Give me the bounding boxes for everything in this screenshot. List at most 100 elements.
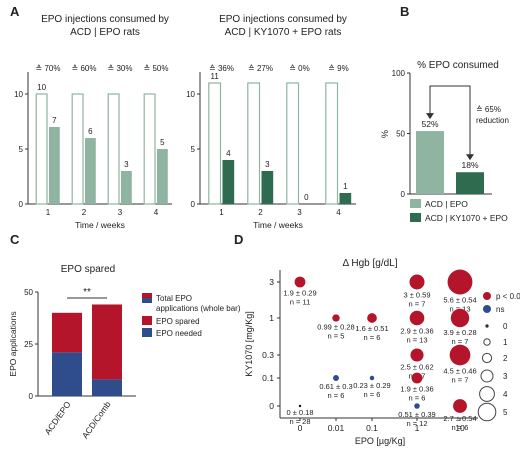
panel-d-point <box>411 372 423 384</box>
panel-d-point <box>332 314 340 322</box>
panel-a1-x-tick-label: 1 <box>46 208 51 217</box>
panel-d-point-value: 0.51 ± 0.39 <box>398 410 435 419</box>
panel-d-y-tick-label: 1 <box>269 313 274 323</box>
panel-a1-bar-consumed <box>49 127 60 204</box>
panel-d-point-value: 4.5 ± 0.46 <box>443 366 476 375</box>
panel-b-bar <box>456 172 484 194</box>
panel-d-point <box>333 375 339 381</box>
panel-c-bar-spared <box>92 304 122 380</box>
panel-b-annotation: ≙ 65% <box>476 105 501 114</box>
panel-b-arrowhead <box>426 113 434 120</box>
panel-d-point-value: 2.5 ± 0.62 <box>400 363 433 372</box>
panel-c-y-tick-label: 50 <box>24 288 33 297</box>
panel-a2-bar-offered-label: 11 <box>210 72 219 81</box>
panel-b-legend-label: ACD | EPO <box>425 199 468 209</box>
panel-a2-title: ACD | KY1070 + EPO rats <box>225 27 342 38</box>
panel-a1-bar-offered <box>107 93 120 205</box>
panel-b-bar-label: 18% <box>461 160 478 170</box>
panel-a1-title: EPO injections consumed by <box>41 14 169 25</box>
panel-d-legend-sig-label: p < 0.05 <box>496 292 520 301</box>
panel-d-point-n: n = 6 <box>364 333 381 342</box>
panel-d-point-value: 3.9 ± 0.28 <box>443 328 476 337</box>
panel-c-legend-label: EPO spared <box>156 317 200 326</box>
panel-a2-bar-offered <box>325 82 339 205</box>
panel-d-legend-ns-swatch <box>483 305 491 313</box>
panel-d-point <box>369 375 375 381</box>
panel-d-point-value: 0 ± 0.18 <box>286 408 313 417</box>
panel-a1-y-tick-label: 0 <box>19 200 24 209</box>
panel-d-point-value: 1.9 ± 0.36 <box>400 384 433 393</box>
panel-a1-annotation: ≙ 70% <box>36 64 61 73</box>
panel-b-y-label: % <box>380 130 390 138</box>
panel-d-point <box>409 310 425 326</box>
panel-c-legend-label: EPO needed <box>156 329 202 338</box>
panel-b-arrowhead <box>466 154 474 161</box>
panel-a1-bar-consumed-label: 7 <box>52 116 57 125</box>
panel-a1-bar-consumed <box>121 171 132 204</box>
panel-a2-x-tick-label: 4 <box>336 208 341 217</box>
panel-d-point-n: n = 7 <box>452 375 469 384</box>
panel-d-x-tick-label: 0 <box>298 423 303 433</box>
panel-b-legend-swatch <box>410 199 421 208</box>
panel-d-y-label: KY1070 [mg/Kg] <box>244 311 254 377</box>
panel-a2-bar-consumed <box>339 193 352 204</box>
panel-d-point-n: n = 6 <box>364 390 381 399</box>
panel-b-bar <box>416 131 444 194</box>
panel-c-y-tick-label: 25 <box>24 340 33 349</box>
panel-a1-bar-offered <box>71 93 84 205</box>
panel-d-point-value: 3 ± 0.59 <box>403 291 430 300</box>
panel-d-legend-size-swatch <box>480 369 494 383</box>
panel-a2-bar-consumed-label: 1 <box>343 182 348 191</box>
panel-d-y-tick-label: 0.3 <box>262 350 274 360</box>
panel-d-x-tick-label: 10 <box>455 423 465 433</box>
panel-label-d: D <box>234 232 243 247</box>
panel-c-bar-needed <box>92 379 122 396</box>
panel-a1-title: ACD | EPO rats <box>70 27 140 38</box>
panel-d-x-tick-label: 0.01 <box>328 423 345 433</box>
panel-a2-x-tick-label: 2 <box>258 208 263 217</box>
panel-d-legend-size-label: 2 <box>503 354 508 363</box>
panel-d-point-n: n = 7 <box>409 300 426 309</box>
panel-d-point <box>447 269 473 295</box>
panel-a2-y-tick-label: 5 <box>191 145 196 154</box>
panel-d-point <box>410 348 424 362</box>
panel-d-legend-size-label: 1 <box>503 338 508 347</box>
panel-c-legend-label: Total EPO <box>156 294 192 303</box>
panel-label-a: A <box>10 4 20 19</box>
panel-a2-bar-consumed-label: 0 <box>304 193 309 202</box>
panel-d-point <box>298 404 302 408</box>
panel-a1-x-tick-label: 3 <box>118 208 123 217</box>
panel-label-c: C <box>10 232 20 247</box>
panel-a1-bar-consumed-label: 5 <box>160 138 165 147</box>
panel-a2-annotation: ≙ 36% <box>209 64 234 73</box>
panel-d-point-value: 2.9 ± 0.36 <box>400 326 433 335</box>
panel-a2-title: EPO injections consumed by <box>219 14 347 25</box>
panel-d-point-value: 5.6 ± 0.54 <box>443 295 476 304</box>
panel-a2-bar-consumed <box>222 160 235 204</box>
panel-c-bar-spared <box>52 312 82 353</box>
panel-a2-annotation: ≙ 0% <box>289 64 310 73</box>
panel-a2-x-tick-label: 3 <box>297 208 302 217</box>
panel-d-legend-size-label: 3 <box>503 372 508 381</box>
panel-d-point-n: n = 6 <box>409 393 426 402</box>
panel-c-x-tick-label: ACD/EPO <box>42 399 72 436</box>
panel-a1-y-tick-label: 5 <box>19 145 24 154</box>
panel-a2-annotation: ≙ 9% <box>328 64 349 73</box>
panel-d-point <box>367 313 377 323</box>
panel-d-x-label: EPO [µg/Kg] <box>355 436 405 446</box>
panel-b-y-tick-label: 100 <box>392 69 406 78</box>
panel-label-b: B <box>400 4 409 19</box>
panel-a1-bar-offered <box>143 93 156 205</box>
panel-d-point <box>414 403 420 409</box>
panel-d-point <box>450 308 470 328</box>
panel-d-x-tick-label: 0.1 <box>366 423 378 433</box>
panel-a1-y-tick-label: 10 <box>14 90 23 99</box>
panel-d-point-n: n = 5 <box>328 332 345 341</box>
panel-d-point-n: n = 11 <box>290 297 311 306</box>
panel-c-legend-swatch-spared <box>142 316 152 325</box>
panel-d-point-n: n = 13 <box>406 335 427 344</box>
panel-d-point-n: n = 6 <box>328 391 345 400</box>
panel-a2-x-label: Time / weeks <box>253 220 303 230</box>
panel-a1-x-label: Time / weeks <box>75 220 125 230</box>
panel-d-point-n: n = 28 <box>289 417 310 426</box>
